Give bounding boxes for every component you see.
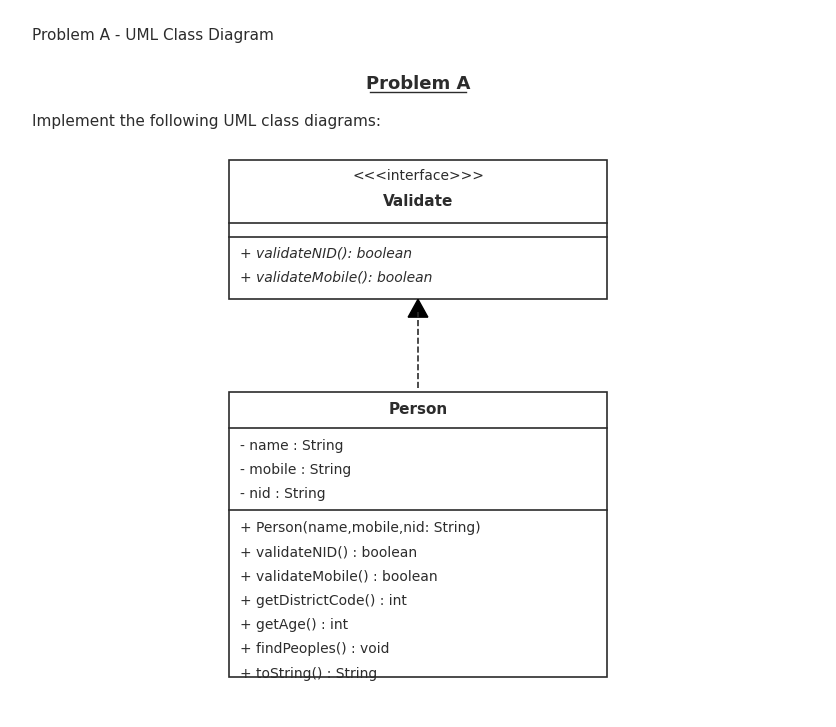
Text: + toString() : String: + toString() : String [241, 667, 378, 680]
Text: <<<interface>>>: <<<interface>>> [352, 169, 484, 183]
Text: - name : String: - name : String [241, 438, 344, 452]
Text: Person: Person [389, 402, 447, 417]
Polygon shape [408, 300, 428, 317]
Text: Validate: Validate [383, 194, 453, 209]
Bar [229, 392, 607, 678]
Text: Problem A - UML Class Diagram: Problem A - UML Class Diagram [32, 28, 273, 44]
Text: + getAge() : int: + getAge() : int [241, 618, 349, 632]
Text: + Person(name,mobile,nid: String): + Person(name,mobile,nid: String) [241, 521, 481, 535]
Text: + findPeoples() : void: + findPeoples() : void [241, 643, 390, 656]
Text: Problem A: Problem A [366, 75, 470, 92]
Bar [229, 160, 607, 300]
Text: + validateMobile(): boolean: + validateMobile(): boolean [241, 271, 433, 285]
Text: - mobile : String: - mobile : String [241, 463, 352, 477]
Text: - nid : String: - nid : String [241, 487, 326, 501]
Text: + validateMobile() : boolean: + validateMobile() : boolean [241, 570, 438, 584]
Text: + validateNID() : boolean: + validateNID() : boolean [241, 545, 417, 560]
Text: Implement the following UML class diagrams:: Implement the following UML class diagra… [32, 114, 380, 129]
Text: + getDistrictCode() : int: + getDistrictCode() : int [241, 594, 407, 608]
Text: + validateNID(): boolean: + validateNID(): boolean [241, 246, 412, 261]
